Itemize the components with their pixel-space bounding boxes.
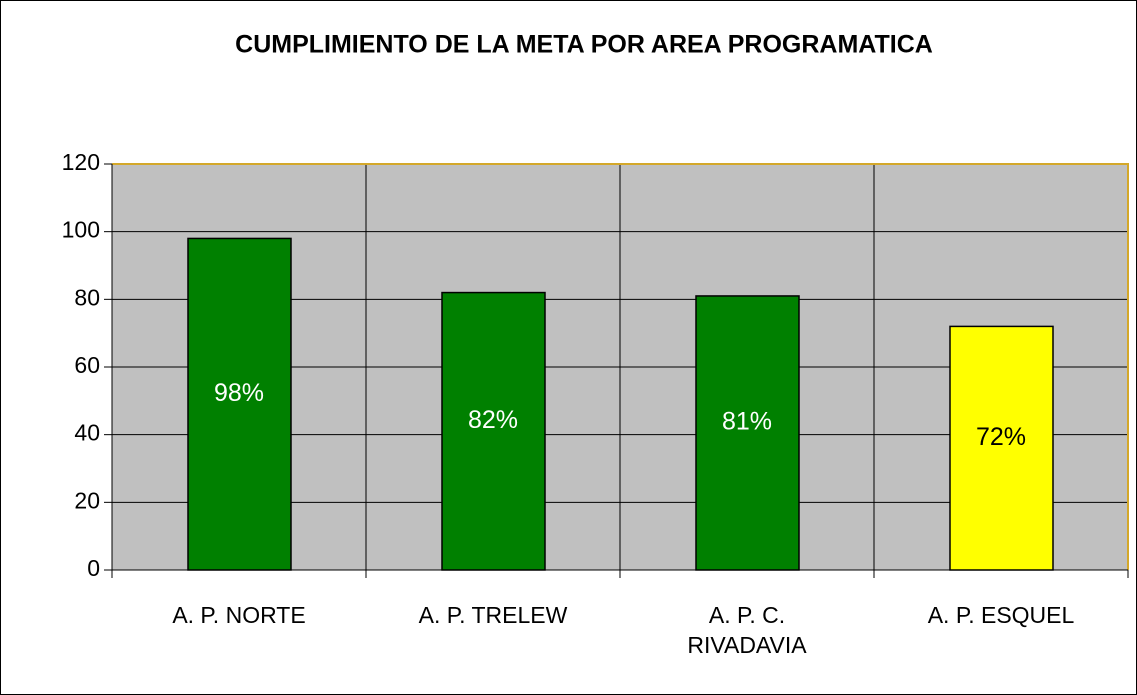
bar [441,291,546,571]
plot-border [112,163,1129,570]
bar [949,325,1054,571]
data-label: 81% [722,408,772,436]
data-label: 72% [976,423,1026,451]
data-label: 82% [468,406,518,434]
bar [695,295,800,571]
y-tick-label: 60 [74,352,100,378]
x-tick-label: A. P. C. RIVADAVIA [687,602,807,658]
bar [187,237,292,571]
y-tick-label: 80 [74,284,100,310]
y-tick-label: 120 [62,149,100,175]
data-label: 98% [214,379,264,407]
y-tick-label: 100 [62,217,100,243]
x-tick-label: A. P. NORTE [172,602,306,628]
y-tick-label: 20 [74,487,100,513]
chart-title: CUMPLIMIENTO DE LA META POR AREA PROGRAM… [235,31,933,59]
x-tick-label: A. P. ESQUEL [927,602,1075,628]
x-tick-label: A. P. TRELEW [418,602,568,628]
y-tick-label: 40 [74,420,100,446]
y-tick-label: 0 [87,555,100,581]
